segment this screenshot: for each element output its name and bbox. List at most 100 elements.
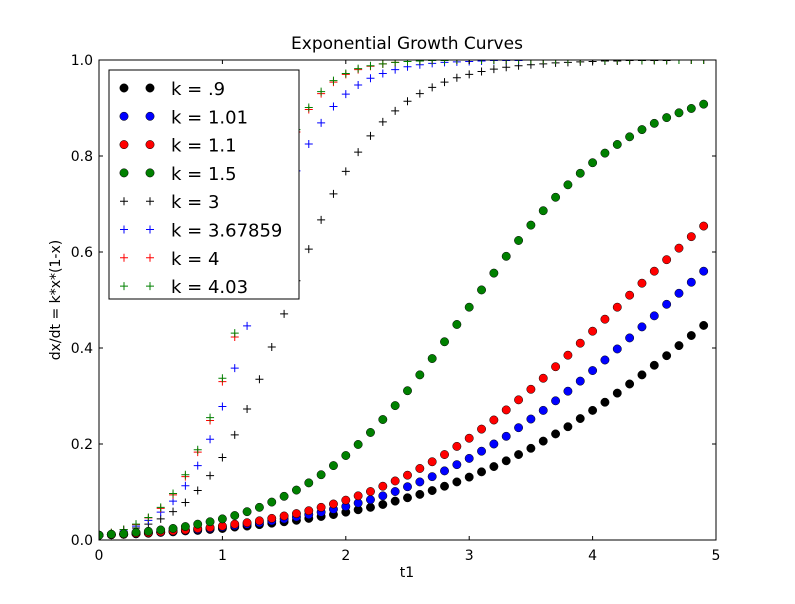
data-point [464,472,474,482]
data-point [538,436,548,446]
data-point [612,140,622,149]
data-point [230,511,240,520]
data-point [551,362,561,372]
legend-marker [146,282,154,291]
data-point [526,60,535,64]
data-point [501,251,511,261]
data-point [415,370,425,380]
data-point [217,514,227,524]
data-point [662,351,672,361]
data-point [464,433,474,443]
data-point [366,502,375,512]
legend-label: k = 3 [171,192,219,213]
data-point [366,61,375,70]
data-point [625,60,634,64]
data-point [489,439,499,449]
data-point [674,60,683,64]
data-point [304,140,313,148]
data-point [169,489,178,498]
legend-entry: k = .9 [119,79,225,100]
data-point [132,520,141,529]
data-point [378,491,388,501]
legend-entry: k = 4 [120,249,219,270]
data-point [489,415,499,425]
data-point [427,457,437,467]
data-point [514,60,523,64]
data-point [625,333,635,343]
data-point [440,337,449,347]
data-point [477,67,486,76]
data-point [180,522,190,532]
data-point [366,131,375,140]
y-tick-label: 0.2 [71,437,93,453]
data-point [304,478,314,488]
data-point [612,302,622,312]
data-point [230,329,239,338]
data-point [514,236,524,245]
data-point [687,60,696,64]
legend-label: k = 3.67859 [171,221,282,242]
data-point [699,60,708,64]
data-point [242,518,252,528]
data-point [267,513,277,523]
data-point [477,467,486,477]
data-point [489,65,498,74]
data-point [452,441,462,451]
data-point [686,232,696,242]
legend-entry: k = 1.5 [119,164,237,185]
data-point [156,514,165,523]
data-point [353,491,363,501]
data-point [477,424,486,434]
data-point [662,255,672,265]
legend-marker [119,168,129,178]
data-point [501,456,511,466]
data-point [588,158,598,168]
axis-ticks: 0 1 2 3 4 5 0.0 0.2 0.4 0.6 0.8 1.0 [71,53,721,564]
data-point [378,415,388,424]
data-point [464,453,474,463]
data-point [206,413,215,422]
data-point [267,497,277,507]
data-point [218,453,227,462]
data-point [674,341,684,351]
data-point [391,60,400,67]
x-axis-label: t1 [400,565,414,581]
y-tick-label: 0.8 [71,149,93,165]
data-point [230,519,240,529]
legend-marker [146,197,154,206]
data-point [193,519,203,529]
data-point [106,529,116,539]
data-point [649,311,659,321]
data-point [575,168,585,178]
data-point [452,320,462,329]
data-point [699,221,709,231]
data-point [317,87,326,96]
data-point [526,443,536,453]
data-point [279,511,289,521]
legend-marker [145,111,155,121]
data-point [575,414,585,424]
data-point [575,376,585,386]
data-point [341,69,350,78]
data-point [206,435,215,444]
data-point [625,379,635,389]
data-point [477,446,486,456]
data-point [354,64,363,73]
data-point [625,290,635,300]
legend-marker [145,140,155,150]
data-point [662,60,671,64]
data-point [551,396,561,406]
data-point [169,507,178,516]
data-point [415,477,425,487]
data-point [526,220,536,230]
data-point [317,215,326,224]
data-point [378,481,388,491]
data-point [218,402,227,411]
legend-marker [119,140,129,150]
data-point [390,476,400,486]
legend-label: k = 4 [171,249,219,270]
data-point [526,384,536,394]
data-point [366,74,375,83]
data-point [637,60,646,64]
